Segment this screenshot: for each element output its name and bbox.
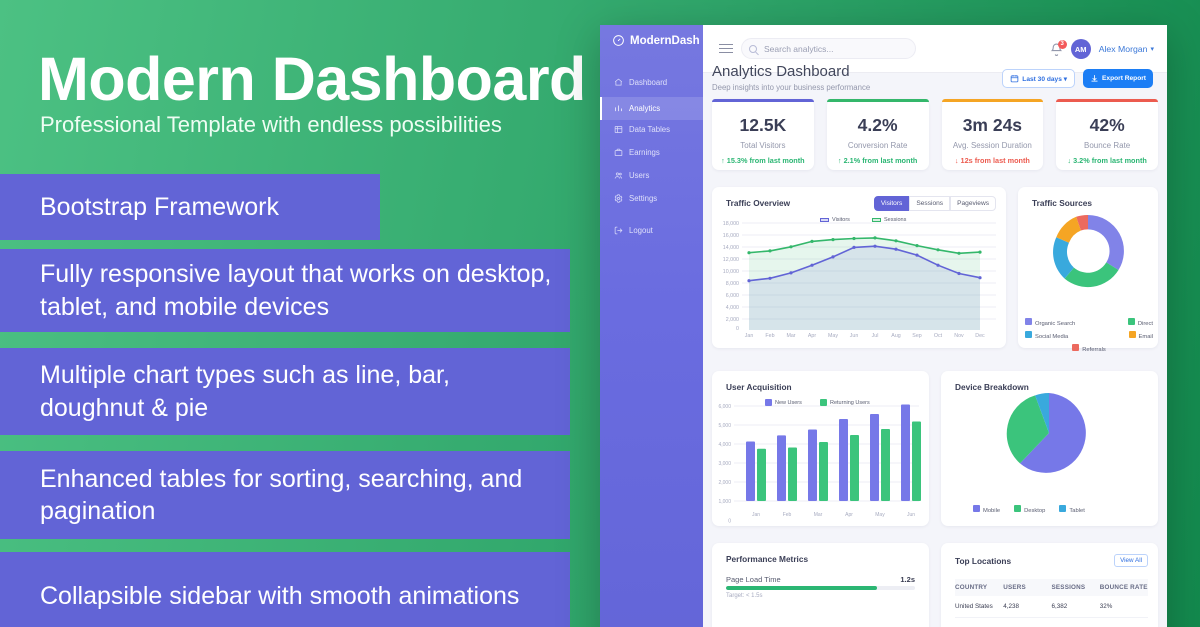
svg-text:Nov: Nov <box>954 333 964 339</box>
svg-text:Mar: Mar <box>786 333 795 339</box>
svg-text:Jun: Jun <box>907 512 915 518</box>
svg-text:Feb: Feb <box>765 333 774 339</box>
svg-text:Jun: Jun <box>850 333 859 339</box>
svg-text:16,000: 16,000 <box>723 233 739 239</box>
svg-text:5,000: 5,000 <box>718 423 731 429</box>
svg-text:6,000: 6,000 <box>726 293 739 299</box>
svg-text:0: 0 <box>728 519 731 525</box>
svg-text:4,000: 4,000 <box>726 305 739 311</box>
svg-text:Feb: Feb <box>783 512 792 518</box>
svg-text:Apr: Apr <box>845 512 853 518</box>
svg-text:18,000: 18,000 <box>723 221 739 227</box>
svg-text:8,000: 8,000 <box>726 281 739 287</box>
svg-text:1,000: 1,000 <box>718 499 731 505</box>
svg-text:Jan: Jan <box>752 512 760 518</box>
svg-text:Aug: Aug <box>891 333 900 339</box>
svg-text:Jul: Jul <box>872 333 879 339</box>
svg-text:Sep: Sep <box>912 333 921 339</box>
svg-text:0: 0 <box>736 326 739 332</box>
svg-text:Mar: Mar <box>814 512 823 518</box>
svg-text:Jan: Jan <box>745 333 754 339</box>
svg-text:May: May <box>828 333 838 339</box>
svg-text:Apr: Apr <box>808 333 816 339</box>
svg-text:2,000: 2,000 <box>718 480 731 486</box>
svg-text:3,000: 3,000 <box>718 461 731 467</box>
svg-text:Dec: Dec <box>975 333 985 339</box>
svg-text:Oct: Oct <box>934 333 943 339</box>
svg-text:2,000: 2,000 <box>726 317 739 323</box>
svg-text:4,000: 4,000 <box>718 442 731 448</box>
svg-text:May: May <box>875 512 885 518</box>
svg-text:14,000: 14,000 <box>723 245 739 251</box>
svg-text:6,000: 6,000 <box>718 404 731 410</box>
svg-text:10,000: 10,000 <box>723 269 739 275</box>
svg-text:12,000: 12,000 <box>723 257 739 263</box>
